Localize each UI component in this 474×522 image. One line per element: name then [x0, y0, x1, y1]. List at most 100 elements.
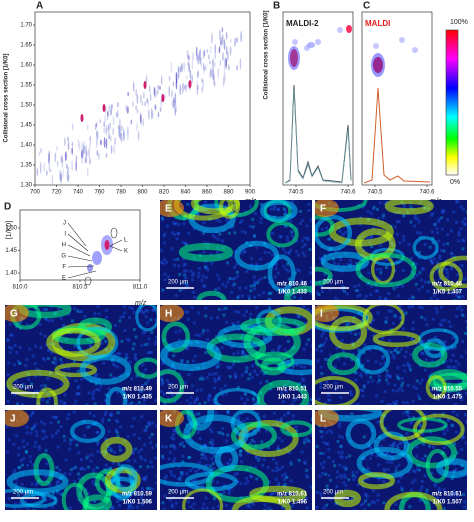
pixel	[233, 282, 237, 286]
pixel	[351, 470, 355, 474]
pixel	[380, 399, 384, 403]
pixel	[63, 324, 67, 328]
density-spot	[100, 139, 102, 146]
pixel	[384, 378, 388, 382]
pixel	[375, 454, 379, 458]
pixel	[196, 213, 200, 217]
pixel	[275, 469, 279, 473]
pixel	[217, 431, 221, 435]
pixel	[309, 266, 312, 270]
pixel	[74, 399, 78, 403]
pixel	[310, 344, 312, 348]
pixel	[174, 330, 178, 334]
pixel	[395, 351, 399, 355]
pixel	[145, 321, 149, 325]
signal-region	[5, 488, 47, 508]
leader	[109, 239, 123, 247]
pixel	[17, 509, 21, 510]
pixel	[154, 335, 157, 339]
signal-region	[267, 254, 296, 293]
pixel	[226, 487, 230, 491]
pixel	[43, 422, 47, 426]
density-spot	[120, 132, 123, 143]
density-spot	[106, 111, 109, 121]
pixel	[449, 267, 453, 271]
pixel	[90, 453, 94, 457]
pixel	[377, 374, 381, 378]
pixel	[277, 481, 281, 485]
pixel	[211, 372, 215, 376]
pixel	[294, 362, 298, 366]
pixel	[443, 340, 447, 344]
pixel	[162, 234, 166, 238]
pixel	[336, 509, 340, 510]
pixel	[44, 318, 48, 322]
density-spot	[117, 109, 119, 119]
pixel	[207, 399, 211, 403]
pixel	[66, 366, 70, 370]
pixel	[93, 374, 97, 378]
pixel	[73, 307, 77, 311]
pixel	[254, 263, 258, 267]
pixel	[330, 431, 334, 435]
blob	[104, 240, 110, 250]
pixel	[418, 381, 422, 385]
mz-label: m/z 810.61	[277, 492, 308, 498]
pixel	[212, 377, 216, 381]
pixel	[286, 340, 290, 344]
density-spot	[61, 157, 64, 169]
pixel	[420, 267, 424, 271]
pixel	[180, 470, 184, 474]
density-spot	[96, 149, 99, 157]
signal-region	[105, 386, 128, 405]
pixel	[462, 277, 466, 281]
k0-label: 1/K0 1.496	[278, 500, 308, 506]
pixel	[77, 477, 81, 481]
density-spot	[82, 144, 85, 155]
pixel	[182, 222, 186, 226]
pixel	[143, 476, 147, 480]
pixel	[229, 486, 233, 490]
pixel	[272, 207, 276, 211]
density-spot	[127, 125, 129, 136]
pixel	[154, 424, 157, 428]
pixel	[308, 247, 312, 251]
pixel	[176, 404, 180, 405]
pixel	[236, 480, 240, 484]
pixel	[110, 413, 114, 417]
pixel	[372, 205, 376, 209]
pixel	[217, 504, 221, 508]
pixel	[259, 277, 263, 281]
density-spot	[189, 69, 192, 80]
pixel	[339, 396, 343, 400]
signal-region	[429, 261, 463, 292]
density-spot	[168, 85, 171, 98]
pixel	[241, 349, 245, 353]
pixel	[186, 202, 190, 206]
pixel	[460, 448, 464, 452]
pixel	[333, 239, 337, 243]
density-spot	[159, 106, 162, 113]
panel-d-frame	[19, 209, 141, 281]
pixel	[242, 249, 246, 253]
pixel	[160, 260, 164, 264]
pixel	[140, 389, 144, 393]
density-spot	[181, 83, 184, 95]
pixel	[173, 474, 177, 478]
pixel	[127, 507, 131, 510]
pixel	[160, 382, 164, 386]
pixel	[410, 295, 414, 299]
pixel	[248, 474, 252, 478]
pixel	[282, 281, 286, 285]
pixel	[15, 402, 19, 405]
density-spot	[56, 146, 58, 151]
pixel	[77, 384, 81, 388]
pixel	[172, 444, 176, 448]
density-spot	[234, 37, 236, 47]
signal-region	[259, 200, 298, 222]
blob	[371, 53, 385, 77]
density-spot	[89, 157, 91, 166]
pixel	[137, 450, 141, 454]
pixel	[87, 391, 91, 395]
pixel	[162, 507, 166, 510]
